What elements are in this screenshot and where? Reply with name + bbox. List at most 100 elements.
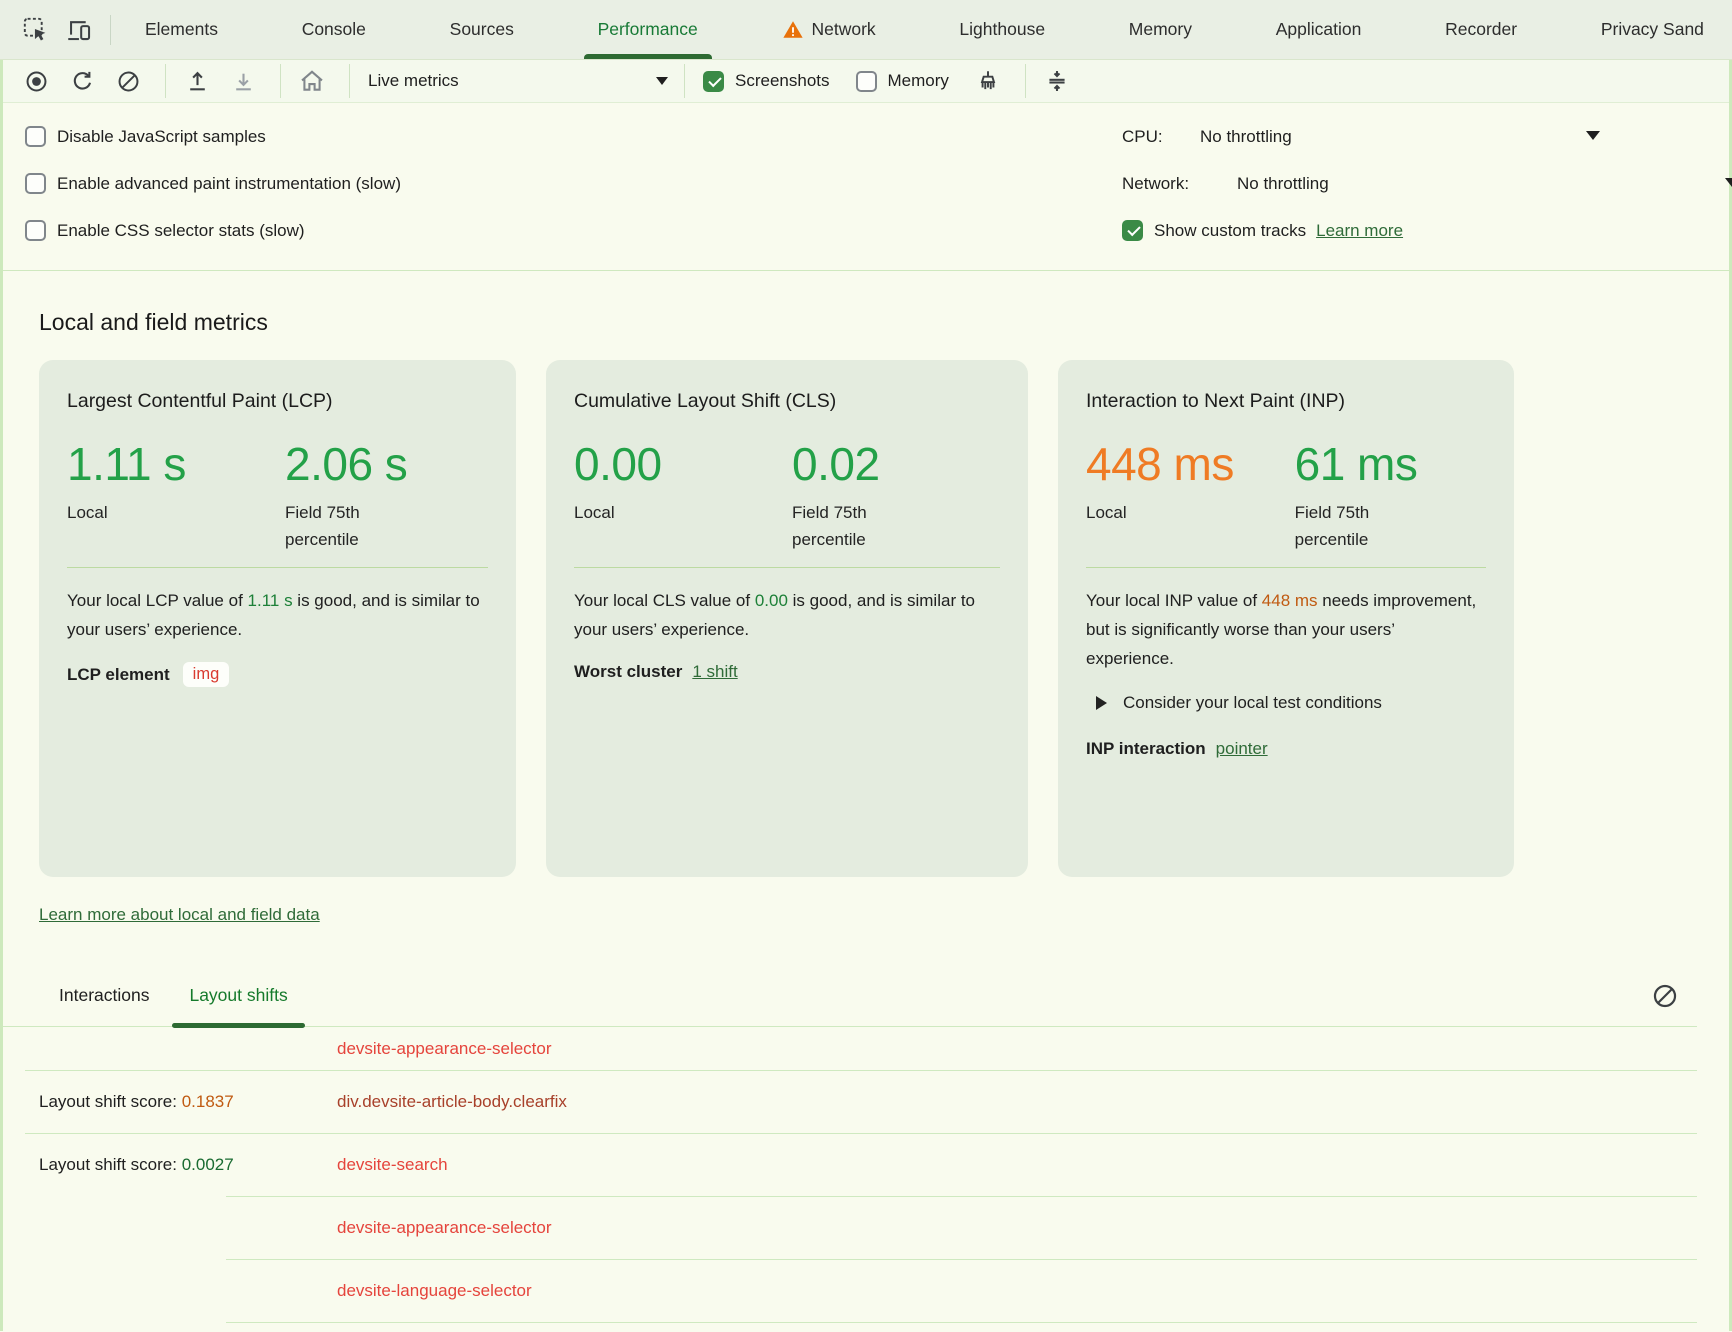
layout-shift-row: devsite-language-selector	[3, 1260, 1729, 1322]
tab-memory[interactable]: Memory	[1128, 19, 1192, 39]
memory-checkbox[interactable]: Memory	[855, 70, 949, 92]
tab-privacy-sandbox[interactable]: Privacy Sand	[1600, 19, 1704, 39]
lcp-description: Your local LCP value of 1.11 s is good, …	[67, 591, 480, 639]
cls-card: Cumulative Layout Shift (CLS) 0.00 Local…	[546, 360, 1028, 877]
tab-network[interactable]: Network	[764, 0, 894, 59]
reload-record-icon[interactable]	[69, 68, 95, 94]
local-test-conditions-disclosure[interactable]: Consider your local test conditions	[1086, 693, 1486, 713]
checkbox-icon	[25, 126, 46, 147]
checkbox-checked-icon	[703, 70, 724, 92]
field-label: Field 75th percentile	[285, 503, 360, 549]
cpu-throttling-select[interactable]: No throttling	[1200, 126, 1292, 146]
lcp-card-title: Largest Contentful Paint (LCP)	[67, 390, 333, 412]
disclosure-triangle-icon	[1096, 696, 1107, 710]
layout-shift-row: div.devsite-floating-action-buttons	[3, 1323, 1729, 1331]
tab-sources[interactable]: Sources	[449, 19, 514, 39]
card-divider	[1086, 567, 1486, 568]
clear-log-icon[interactable]	[1651, 982, 1679, 1010]
warning-icon	[782, 19, 804, 41]
cpu-throttling-row: CPU: No throttling	[1122, 113, 1732, 160]
worst-cluster-link[interactable]: 1 shift	[692, 662, 738, 681]
history-select-value: Live metrics	[368, 71, 459, 90]
download-profile-icon	[230, 68, 256, 94]
learn-more-field-data-link[interactable]: Learn more about local and field data	[39, 905, 320, 924]
row-divider	[226, 1196, 1697, 1197]
lcp-card: Largest Contentful Paint (LCP) 1.11 s Lo…	[39, 360, 516, 877]
record-icon[interactable]	[23, 68, 49, 94]
layout-shift-log: devsite-appearance-selector Layout shift …	[3, 1027, 1729, 1331]
clear-icon[interactable]	[115, 68, 141, 94]
element-link[interactable]: div.devsite-article-body.clearfix	[337, 1092, 567, 1111]
page-title: Local and field metrics	[39, 309, 268, 335]
advanced-paint-checkbox[interactable]: Enable advanced paint instrumentation (s…	[25, 160, 1729, 207]
element-link[interactable]: devsite-language-selector	[337, 1281, 532, 1300]
chevron-down-icon[interactable]	[1725, 178, 1732, 187]
local-label: Local	[67, 503, 108, 522]
tab-recorder[interactable]: Recorder	[1445, 19, 1518, 39]
cls-card-title: Cumulative Layout Shift (CLS)	[574, 390, 837, 412]
lcp-element-chip[interactable]: img	[182, 662, 230, 687]
home-icon[interactable]	[299, 68, 325, 94]
worst-cluster-label: Worst cluster	[574, 662, 683, 681]
capture-settings: Disable JavaScript samples Enable advanc…	[3, 103, 1732, 271]
history-select[interactable]: Live metrics	[368, 71, 668, 91]
inp-description: Your local INP value of 448 ms needs imp…	[1086, 591, 1477, 668]
layout-shift-score: Layout shift score: 0.0027	[39, 1155, 234, 1174]
network-throttling-select[interactable]: No throttling	[1237, 173, 1329, 193]
toolbar-separator	[1024, 64, 1026, 98]
network-throttling-row: Network: No throttling	[1122, 160, 1732, 207]
inp-card: Interaction to Next Paint (INP) 448 ms L…	[1058, 360, 1514, 877]
lcp-field-value: 2.06 s	[285, 438, 408, 490]
element-link[interactable]: devsite-search	[337, 1155, 448, 1174]
cls-local-value: 0.00	[574, 438, 662, 490]
inp-inline-value: 448 ms	[1261, 591, 1318, 610]
inspect-element-icon[interactable]	[20, 15, 50, 45]
lcp-element-label: LCP element	[67, 664, 170, 684]
garbage-collect-icon[interactable]	[975, 68, 1001, 94]
inp-field-value: 61 ms	[1294, 438, 1418, 490]
learn-more-link[interactable]: Learn more	[1316, 220, 1404, 240]
toolbar-separator	[684, 64, 685, 98]
local-label: Local	[574, 503, 615, 522]
checkbox-checked-icon	[1122, 220, 1143, 241]
layout-shift-row: Layout shift score: 0.1837 div.devsite-ar…	[3, 1071, 1729, 1133]
disable-js-samples-checkbox[interactable]: Disable JavaScript samples	[25, 113, 1729, 160]
chevron-down-icon	[656, 77, 668, 85]
tab-application[interactable]: Application	[1275, 19, 1362, 39]
row-divider	[226, 1322, 1697, 1323]
throttling-settings: CPU: No throttling Network: No throttlin…	[1122, 113, 1732, 254]
device-toolbar-icon[interactable]	[64, 15, 94, 45]
element-link[interactable]: devsite-appearance-selector	[337, 1218, 552, 1237]
tab-interactions[interactable]: Interactions	[59, 985, 150, 1005]
inp-interaction-link[interactable]: pointer	[1215, 739, 1268, 758]
performance-toolbar: Live metrics Screenshots Memory	[3, 60, 1729, 103]
show-custom-tracks-checkbox[interactable]: Show custom tracks	[1122, 220, 1306, 241]
inp-interaction-label: INP interaction	[1086, 739, 1206, 758]
score-value: 0.0027	[181, 1155, 234, 1174]
lcp-local-value: 1.11 s	[67, 438, 186, 490]
tab-console[interactable]: Console	[301, 19, 366, 39]
toolbar-separator	[349, 64, 350, 98]
field-label: Field 75th percentile	[1294, 503, 1370, 549]
tab-lighthouse[interactable]: Lighthouse	[959, 19, 1046, 39]
inp-card-title: Interaction to Next Paint (INP)	[1086, 390, 1346, 412]
layout-shift-row: devsite-appearance-selector	[3, 1027, 1729, 1070]
tab-elements[interactable]: Elements	[145, 19, 218, 39]
devtools-tab-bar: Elements Console Sources Performance Net…	[0, 0, 1732, 60]
css-selector-stats-checkbox[interactable]: Enable CSS selector stats (slow)	[25, 207, 1729, 254]
element-link[interactable]: devsite-appearance-selector	[337, 1038, 552, 1058]
panel-tabs: Elements Console Sources Performance Net…	[127, 0, 1732, 59]
checkbox-icon	[25, 220, 46, 241]
live-metrics-view: Local and field metrics Largest Contentf…	[3, 271, 1729, 1331]
upload-profile-icon[interactable]	[184, 68, 210, 94]
custom-tracks-row: Show custom tracks Learn more	[1122, 207, 1732, 254]
row-divider	[25, 1133, 1697, 1134]
chevron-down-icon[interactable]	[1586, 131, 1600, 140]
screenshots-checkbox[interactable]: Screenshots	[703, 70, 830, 92]
collapse-icon[interactable]	[1044, 68, 1070, 94]
tab-performance[interactable]: Performance	[580, 0, 716, 59]
card-divider	[67, 567, 488, 568]
layout-shift-row: devsite-appearance-selector	[3, 1197, 1729, 1259]
tab-layout-shifts[interactable]: Layout shifts	[172, 965, 306, 1028]
cls-field-value: 0.02	[792, 438, 880, 490]
